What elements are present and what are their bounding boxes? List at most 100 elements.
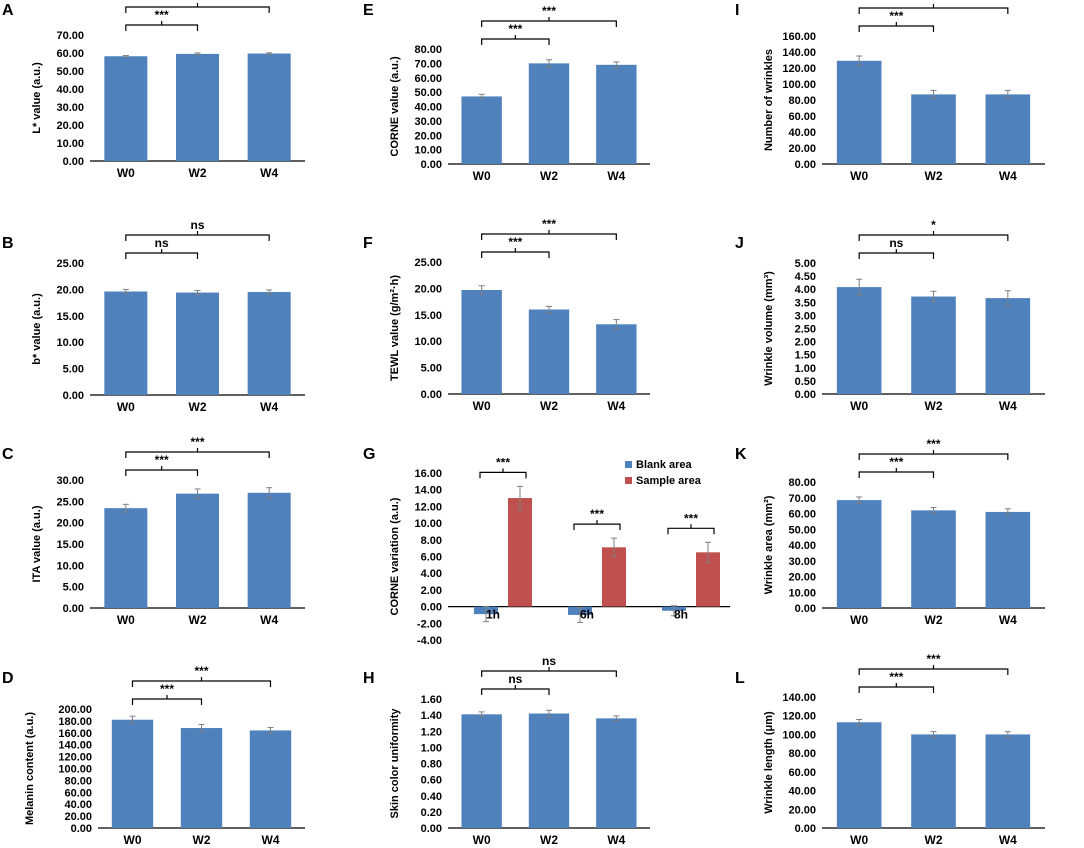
panel-letter: A [2, 2, 14, 19]
legend-label: Blank area [636, 459, 693, 471]
x-tick-label: W4 [262, 833, 280, 847]
y-tick-label: 0.40 [421, 791, 442, 803]
y-tick-label: 160.00 [58, 728, 92, 740]
y-tick-label: 0.00 [795, 159, 816, 171]
significance-label: *** [684, 511, 698, 525]
y-tick-label: 25.00 [56, 258, 84, 270]
y-tick-label: 1.00 [795, 363, 816, 375]
y-tick-label: 8.00 [421, 535, 442, 547]
significance-label: * [931, 218, 936, 232]
panel-d: D 0.0020.0040.0060.0080.00100.00120.00140… [2, 664, 305, 847]
panel-letter: I [735, 2, 739, 19]
y-tick-label: 70.00 [788, 493, 816, 505]
x-tick-label: 8h [674, 608, 688, 622]
bar [985, 511, 1031, 608]
significance-bracket [858, 231, 1009, 241]
y-axis-label: Skin color uniformity [389, 708, 401, 819]
panel-letter: F [363, 235, 373, 252]
y-tick-label: 0.00 [421, 602, 442, 614]
significance-label: *** [926, 652, 940, 666]
significance-bracket [481, 230, 617, 240]
bar [180, 728, 223, 828]
significance-label: *** [889, 455, 903, 469]
significance-label: *** [508, 22, 522, 36]
significance-label: *** [155, 8, 169, 22]
y-tick-label: 2.00 [421, 585, 442, 597]
x-tick-label: W0 [473, 169, 491, 183]
significance-bracket [858, 4, 1009, 14]
bar [247, 292, 291, 395]
panel-letter: H [363, 670, 375, 687]
x-tick-label: 1h [486, 608, 500, 622]
y-tick-label: 20.00 [414, 283, 442, 295]
y-tick-label: 16.00 [414, 468, 442, 480]
significance-label: *** [926, 0, 940, 5]
y-tick-label: 4.00 [795, 284, 816, 296]
y-tick-label: 1.40 [421, 710, 442, 722]
y-tick-label: 100.00 [782, 729, 816, 741]
bar [836, 500, 882, 608]
y-tick-label: 60.00 [414, 73, 442, 85]
significance-bracket [125, 249, 199, 259]
significance-bracket [481, 248, 550, 258]
x-tick-label: W0 [850, 833, 868, 847]
y-axis-label: Number of wrinkles [763, 49, 775, 151]
y-tick-label: 30.00 [788, 556, 816, 568]
y-tick-label: 0.00 [795, 823, 816, 835]
y-tick-label: 10.00 [414, 336, 442, 348]
y-tick-label: 80.00 [414, 44, 442, 56]
y-tick-label: 0.00 [795, 389, 816, 401]
panel-c: C 0.00 5.00 10.00 15.00 20.00 25.00 30.00 ITA va… [2, 435, 305, 627]
y-tick-label: 25.00 [56, 496, 84, 508]
y-tick-label: 100.00 [58, 764, 92, 776]
significance-bracket [858, 249, 935, 259]
y-tick-label: 14.00 [414, 485, 442, 497]
x-tick-label: W4 [607, 399, 625, 413]
y-tick-label: 6.00 [421, 552, 442, 564]
y-tick-label: 50.00 [788, 524, 816, 536]
y-tick-label: 2.50 [795, 324, 816, 336]
y-tick-label: 40.00 [788, 127, 816, 139]
panel-f: F 0.00 5.00 10.00 15.00 20.00 25.00 TEWL value … [363, 217, 650, 413]
panel-a: A 0.00 10.00 20.00 30.00 40.00 50.00 60.00 70.00… [2, 0, 305, 180]
x-tick-label: W0 [124, 833, 142, 847]
bar-sample [508, 498, 532, 607]
bar [836, 722, 882, 828]
y-tick-label: 25.00 [414, 257, 442, 269]
significance-bracket [479, 468, 527, 479]
y-tick-label: 0.00 [63, 390, 84, 402]
y-tick-label: 20.00 [414, 130, 442, 142]
bar [249, 730, 292, 828]
y-tick-label: 40.00 [788, 540, 816, 552]
y-tick-label: 15.00 [56, 311, 84, 323]
bar [528, 63, 570, 164]
y-tick-label: 10.00 [414, 518, 442, 530]
y-tick-label: 5.00 [795, 258, 816, 270]
y-axis-label: L* value (a.u.) [31, 62, 43, 134]
y-tick-label: 50.00 [414, 87, 442, 99]
significance-label: ns [508, 672, 522, 686]
bar [528, 309, 570, 394]
significance-bracket [125, 3, 270, 13]
bar [911, 510, 956, 608]
bar [247, 53, 291, 161]
x-tick-label: W0 [473, 399, 491, 413]
y-tick-label: 20.00 [56, 518, 84, 530]
significance-label: *** [155, 453, 169, 467]
y-tick-label: 70.00 [414, 58, 442, 70]
panel-b: B 0.00 5.00 10.00 15.00 20.00 25.00 b* value (a… [2, 218, 305, 414]
y-tick-label: 0.50 [795, 376, 816, 388]
y-tick-label: 30.00 [56, 475, 84, 487]
y-tick-label: 120.00 [58, 752, 92, 764]
y-tick-label: 30.00 [56, 102, 84, 114]
significance-bracket [858, 683, 935, 693]
bar [596, 64, 637, 164]
y-tick-label: 20.00 [788, 572, 816, 584]
significance-bracket [481, 35, 550, 45]
y-tick-label: 140.00 [58, 740, 92, 752]
x-tick-label: W4 [260, 166, 278, 180]
y-tick-label: 5.00 [63, 364, 84, 376]
bar [528, 713, 570, 828]
y-tick-label: 0.80 [421, 759, 442, 771]
